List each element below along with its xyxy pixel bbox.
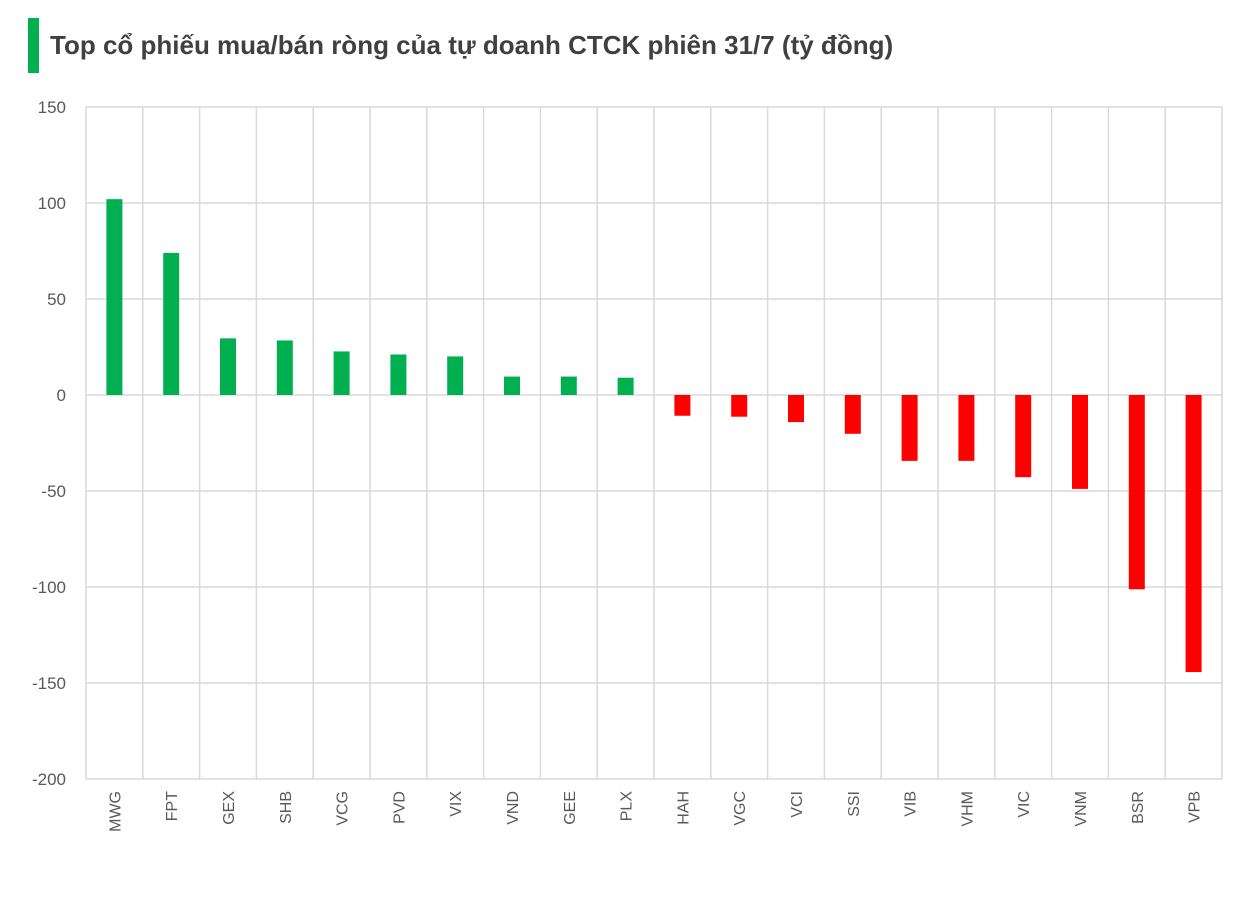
x-tick-label: GEE	[562, 791, 579, 825]
bar-ssi	[844, 395, 861, 434]
x-tick-label: VND	[505, 791, 522, 825]
x-tick-label: VPB	[1187, 791, 1204, 823]
bar-vnd	[504, 376, 520, 395]
bar-mwg	[106, 199, 123, 395]
y-tick-label: -200	[32, 770, 66, 789]
bar-vib	[901, 395, 918, 461]
title-marker	[28, 18, 39, 73]
y-tick-label: 0	[57, 386, 66, 405]
x-tick-label: VHM	[959, 791, 976, 827]
bar-gee	[560, 376, 577, 395]
bar-plx	[617, 377, 634, 395]
bar-bsr	[1128, 395, 1145, 590]
bar-vci	[788, 395, 804, 423]
y-tick-label: 100	[38, 194, 66, 213]
bar-vnm	[1072, 395, 1088, 489]
chart-title: Top cổ phiếu mua/bán ròng của tự doanh C…	[50, 30, 894, 60]
y-tick-label: -150	[32, 674, 66, 693]
x-tick-label: PVD	[391, 791, 408, 824]
bar-fpt	[163, 252, 180, 395]
y-tick-label: -50	[41, 482, 66, 501]
x-tick-label: HAH	[675, 791, 692, 825]
x-tick-label: VGC	[732, 791, 749, 826]
bar-shb	[276, 340, 293, 395]
x-tick-label: MWG	[107, 791, 124, 832]
x-tick-label: SSI	[846, 791, 863, 817]
x-tick-label: SHB	[278, 791, 295, 824]
x-tick-label: BSR	[1130, 791, 1147, 824]
x-tick-label: FPT	[164, 791, 181, 821]
bar-vcg	[333, 351, 350, 395]
x-tick-label: VIC	[1016, 791, 1033, 818]
y-tick-label: -100	[32, 578, 66, 597]
bar-pvd	[390, 354, 407, 395]
x-tick-label: VIB	[903, 791, 920, 817]
bar-vic	[1015, 395, 1032, 478]
x-tick-label: VIX	[448, 791, 465, 817]
bar-gex	[220, 338, 236, 395]
y-tick-label: 50	[47, 290, 66, 309]
x-tick-label: VCG	[335, 791, 352, 826]
y-tick-label: 150	[38, 98, 66, 117]
bar-hah	[674, 395, 691, 416]
bar-vpb	[1185, 395, 1202, 673]
bar-vhm	[958, 395, 975, 461]
x-tick-label: PLX	[619, 791, 636, 822]
x-tick-label: GEX	[221, 791, 238, 825]
x-tick-label: VNM	[1073, 791, 1090, 827]
bar-vgc	[731, 395, 748, 417]
x-tick-label: VCI	[789, 791, 806, 818]
bar-vix	[447, 356, 464, 395]
